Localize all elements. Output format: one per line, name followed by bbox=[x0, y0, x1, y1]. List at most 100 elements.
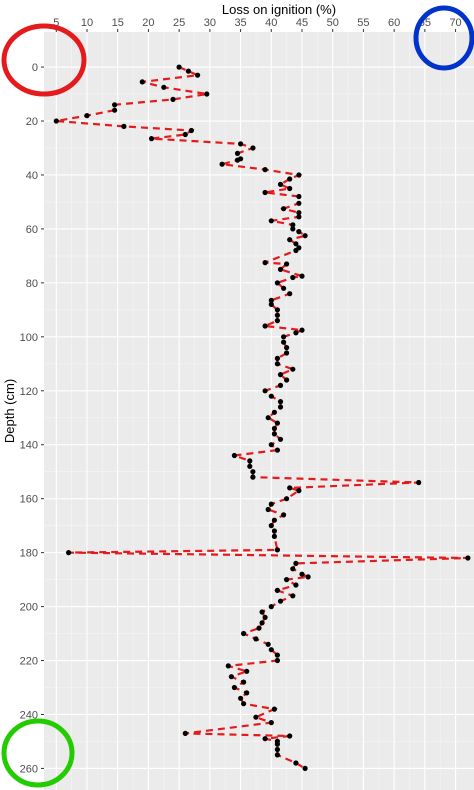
x-tick-label: 15 bbox=[112, 17, 124, 29]
data-point bbox=[262, 388, 268, 394]
data-point bbox=[268, 297, 274, 303]
data-point bbox=[259, 609, 265, 615]
y-axis-title: Depth (cm) bbox=[2, 379, 17, 443]
data-point bbox=[241, 630, 247, 637]
data-point bbox=[274, 652, 280, 658]
data-point bbox=[268, 442, 274, 448]
minor-gridlines bbox=[44, 32, 474, 790]
data-point bbox=[250, 145, 256, 151]
data-point bbox=[268, 501, 274, 507]
x-tick-label: 35 bbox=[234, 17, 246, 29]
data-point bbox=[287, 237, 293, 243]
data-point bbox=[256, 625, 262, 631]
data-point bbox=[268, 647, 274, 653]
data-point bbox=[204, 91, 210, 97]
data-point bbox=[268, 604, 274, 610]
data-point bbox=[274, 746, 280, 753]
x-tick-label: 55 bbox=[357, 17, 369, 29]
data-point bbox=[290, 222, 296, 228]
data-point bbox=[290, 593, 296, 599]
data-point bbox=[302, 233, 308, 239]
data-point bbox=[284, 345, 290, 351]
data-point bbox=[121, 123, 127, 129]
data-point bbox=[465, 555, 471, 561]
data-point bbox=[271, 431, 277, 437]
data-point bbox=[265, 506, 271, 513]
x-tick-label: 50 bbox=[327, 17, 339, 29]
data-point bbox=[277, 404, 284, 410]
x-tick-label: 40 bbox=[265, 17, 277, 29]
data-point bbox=[274, 587, 280, 594]
annotation-circles bbox=[1, 5, 474, 788]
data-point bbox=[296, 200, 302, 206]
data-point bbox=[296, 210, 302, 216]
data-point bbox=[253, 714, 259, 720]
series-points bbox=[53, 64, 471, 772]
data-point bbox=[268, 720, 274, 726]
data-point bbox=[274, 657, 280, 664]
y-tick-label: 80 bbox=[26, 278, 38, 290]
data-point bbox=[271, 528, 277, 534]
data-point bbox=[262, 323, 268, 329]
data-point bbox=[296, 172, 302, 178]
y-tick-label: 200 bbox=[20, 602, 38, 614]
data-point bbox=[281, 339, 287, 345]
data-point bbox=[241, 679, 247, 685]
plot-panel bbox=[44, 32, 474, 790]
data-point bbox=[250, 469, 256, 475]
data-point bbox=[296, 214, 302, 220]
data-point bbox=[284, 496, 290, 502]
data-point bbox=[225, 663, 231, 669]
data-point bbox=[53, 118, 59, 124]
annotation-circle-top-left bbox=[1, 23, 87, 97]
data-point bbox=[112, 102, 118, 108]
data-point bbox=[277, 266, 284, 272]
data-point bbox=[274, 741, 280, 747]
data-point bbox=[195, 72, 201, 78]
data-point bbox=[244, 668, 250, 674]
x-tick-label: 10 bbox=[81, 17, 93, 29]
data-point bbox=[247, 463, 253, 469]
x-tick-label: 25 bbox=[173, 17, 185, 29]
data-point bbox=[234, 157, 241, 163]
data-point bbox=[268, 301, 274, 307]
data-point bbox=[287, 291, 293, 297]
data-point bbox=[290, 366, 296, 372]
y-tick-label: 40 bbox=[26, 170, 38, 182]
x-tick-label: 70 bbox=[449, 17, 461, 29]
data-point bbox=[271, 517, 277, 523]
data-point bbox=[241, 701, 247, 707]
data-point bbox=[176, 64, 182, 70]
data-point bbox=[271, 425, 277, 432]
y-tick-label: 0 bbox=[32, 62, 38, 74]
x-tick-label: 20 bbox=[142, 17, 154, 29]
data-point bbox=[271, 533, 277, 540]
data-point bbox=[271, 706, 277, 712]
data-point bbox=[287, 485, 293, 491]
data-point bbox=[268, 218, 274, 224]
data-point bbox=[287, 185, 293, 192]
x-tick-label: 5 bbox=[53, 17, 59, 29]
data-point bbox=[170, 96, 176, 102]
data-point bbox=[299, 273, 305, 279]
data-point bbox=[290, 226, 296, 232]
data-point bbox=[238, 695, 244, 701]
data-point bbox=[244, 690, 250, 696]
data-point bbox=[219, 161, 225, 167]
data-point bbox=[84, 113, 90, 119]
x-axis-title: Loss on ignition (%) bbox=[222, 2, 336, 17]
data-point bbox=[293, 241, 299, 247]
y-tick-label: 140 bbox=[20, 440, 38, 452]
x-tick-label: 45 bbox=[296, 17, 308, 29]
data-point bbox=[238, 141, 244, 147]
data-point bbox=[271, 409, 277, 415]
data-point bbox=[182, 730, 188, 737]
y-tick-label: 160 bbox=[20, 494, 38, 506]
data-point bbox=[284, 577, 290, 583]
data-point bbox=[416, 479, 422, 486]
data-point bbox=[281, 512, 287, 518]
data-point bbox=[284, 377, 290, 383]
data-point bbox=[250, 474, 256, 480]
x-tick-label: 30 bbox=[204, 17, 216, 29]
data-point bbox=[268, 393, 274, 399]
